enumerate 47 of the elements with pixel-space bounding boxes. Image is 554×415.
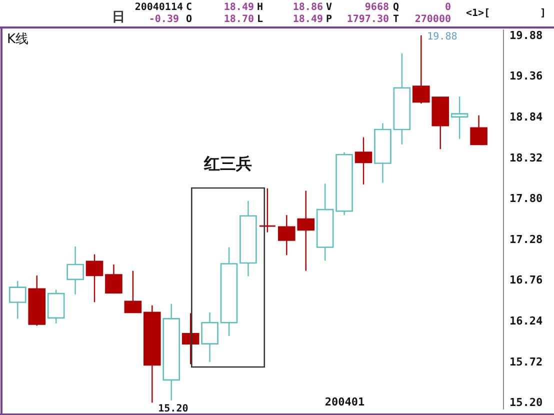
y-tick-label: 15.72 [510,355,543,368]
y-tick-label: 17.28 [510,232,543,246]
text: O [186,14,192,25]
text: <1>[ [466,8,490,19]
y-tick-label: 15.20 [510,396,543,410]
text: L [257,14,264,25]
text: ] [540,8,546,19]
candlestick [354,136,372,186]
text: 270000 [414,14,451,25]
text: 18.49 [292,14,323,25]
candlestick [86,254,104,303]
text: C [186,2,192,13]
annotation: 15.20 [158,404,188,415]
candlestick [105,264,122,294]
y-tick-label: 19.36 [510,70,543,83]
y-tick-label: 19.88 [510,28,543,42]
candlestick [470,114,488,146]
annotation: 19.88 [427,31,458,42]
candlestick [201,312,218,362]
y-tick-label: 18.84 [510,110,543,124]
candlestick [450,96,468,140]
candlestick [8,280,26,320]
candlestick [182,312,200,365]
y-tick-label: 18.32 [510,151,543,164]
x-tick-label: 200401 [324,396,366,408]
text: 9668 [364,2,389,13]
candlestick [124,270,142,314]
text: 日 [112,10,125,25]
y-tick-label: 16.76 [510,274,543,287]
text: 18.70 [224,14,254,25]
text: 18.86 [292,2,323,13]
text: 18.49 [224,2,254,13]
text: 1797.30 [346,14,389,25]
text: T [393,14,400,25]
y-tick-label: 17.80 [510,192,543,206]
candlestick [66,246,84,295]
text: 20040114 [134,2,183,13]
candlestick [258,188,276,233]
text: P [326,14,332,25]
text: V [326,2,332,13]
y-tick-label: 16.24 [510,314,543,328]
chart-title: K线 [7,32,29,47]
text: H [257,2,264,13]
text: -0.39 [148,14,179,25]
text: Q [393,2,400,13]
text: 0 [444,2,451,13]
annotation: 红三兵 [203,154,252,173]
